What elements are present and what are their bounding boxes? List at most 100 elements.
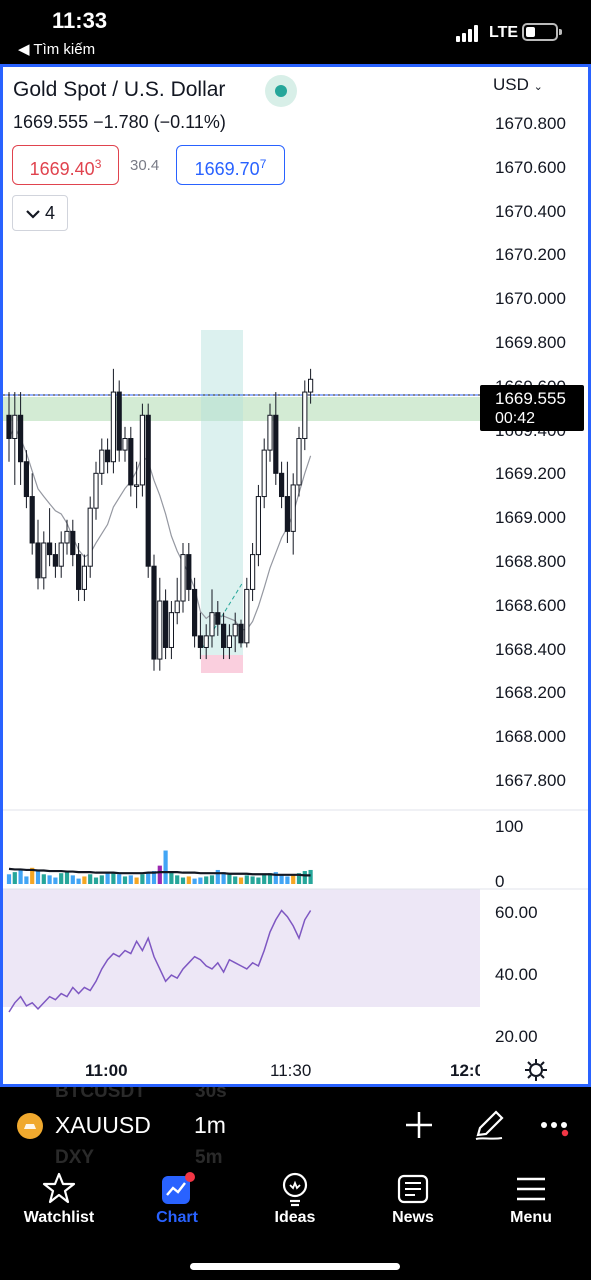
candle-up	[93, 472, 99, 509]
settings-gear-icon[interactable]	[523, 1057, 549, 1083]
time-axis-label: 11:00	[85, 1061, 128, 1080]
gold-bar-icon	[17, 1113, 43, 1139]
volume-bar	[192, 878, 197, 884]
plus-icon[interactable]	[401, 1107, 437, 1143]
volume-bar	[169, 872, 174, 884]
ma-line	[8, 425, 312, 631]
more-options-icon[interactable]	[538, 1107, 574, 1143]
volume-bar	[18, 869, 23, 884]
volume-bar	[146, 873, 151, 884]
candle-down	[186, 554, 192, 590]
candle-down	[18, 414, 24, 463]
candle-up	[244, 588, 250, 644]
currency-selector[interactable]: USD ⌄	[493, 75, 543, 95]
candle-up	[250, 554, 256, 590]
chart-area[interactable]: Gold Spot / U.S. Dollar 1669.555 −1.780 …	[0, 64, 591, 1087]
candle-up	[203, 635, 209, 648]
scrolled-interval: 5m	[195, 1147, 223, 1163]
volume-bar	[296, 873, 302, 884]
volume-bar	[122, 876, 128, 884]
price-axis-label: 1670.800	[495, 114, 566, 133]
candle-down	[29, 496, 35, 544]
scrolled-interval: 30s	[195, 1087, 227, 1102]
volume-bar	[93, 877, 99, 884]
symbol-title[interactable]: Gold Spot / U.S. Dollar	[13, 78, 226, 101]
tab-news[interactable]: News	[354, 1163, 472, 1233]
volume-bar	[180, 877, 186, 884]
volume-bar	[291, 874, 296, 884]
long-position-profit-zone	[201, 330, 243, 655]
volume-axis-label: 100	[495, 817, 524, 836]
rsi-band	[3, 889, 480, 1007]
candle-down	[35, 542, 41, 579]
rsi-axis-label: 40.00	[495, 965, 538, 984]
volume-bar	[105, 873, 110, 884]
volume-bar	[186, 876, 191, 884]
volume-bar	[215, 869, 220, 884]
candle-down	[105, 449, 111, 463]
battery-icon	[522, 23, 562, 41]
buy-button[interactable]: 1669.707	[176, 145, 285, 185]
volume-bar	[30, 867, 35, 884]
price-axis-label: 1668.600	[495, 595, 566, 615]
volume-bar	[250, 876, 255, 884]
price-axis-label: 1668.400	[495, 639, 566, 659]
tab-watchlist[interactable]: Watchlist	[0, 1163, 118, 1233]
tab-menu[interactable]: Menu	[472, 1163, 590, 1233]
candle-up	[64, 530, 70, 544]
rsi-axis-label: 20.00	[495, 1027, 538, 1046]
volume-bar	[308, 869, 313, 884]
pen-icon[interactable]	[471, 1107, 507, 1143]
bottom-tab-bar: Watchlist Chart Ideas News Menu	[0, 1163, 591, 1280]
lightbulb-icon	[282, 1172, 308, 1207]
symbol-bar: BTCUSDT 30s DXY 5m XAUUSD 1m	[0, 1087, 591, 1163]
volume-bar	[134, 877, 139, 884]
back-to-search-link[interactable]: ◀ Tìm kiếm	[18, 41, 96, 58]
rsi-line	[8, 909, 312, 1013]
candle-down	[192, 588, 198, 637]
time-axis-label: 11:30	[270, 1061, 312, 1080]
candle-up	[209, 612, 215, 637]
candle-down	[163, 600, 169, 648]
candle-up	[267, 414, 273, 451]
candle-up	[296, 438, 302, 486]
volume-bar	[279, 875, 284, 884]
candle-down	[197, 635, 204, 648]
chart-canvas[interactable]	[3, 67, 588, 1084]
price-axis-label: 1669.000	[495, 508, 566, 528]
interval-button[interactable]: 1m	[194, 1112, 226, 1138]
indicators-toggle[interactable]: 4	[12, 195, 68, 231]
candle-down	[221, 623, 227, 648]
network-type: LTE	[489, 24, 519, 41]
market-open-indicator	[265, 75, 297, 107]
volume-bar	[157, 865, 162, 884]
tab-ideas[interactable]: Ideas	[236, 1163, 354, 1233]
symbol-search-button[interactable]: XAUUSD	[55, 1112, 151, 1138]
volume-bar	[256, 877, 261, 884]
volume-bar	[70, 875, 75, 884]
volume-bar	[233, 876, 238, 884]
price-axis-label: 1668.200	[495, 683, 566, 703]
candle-up	[41, 542, 47, 579]
tab-label: Watchlist	[23, 1209, 95, 1226]
candle-down	[238, 623, 244, 644]
candle-up	[255, 496, 262, 556]
sell-button[interactable]: 1669.403	[12, 145, 119, 185]
candle-down	[47, 542, 53, 556]
price-axis-label: 1670.400	[495, 201, 566, 221]
candle-up	[302, 391, 308, 439]
long-position-stop-zone	[201, 655, 243, 673]
volume-bar	[111, 872, 116, 884]
volume-bar	[59, 873, 64, 884]
support-zone	[3, 397, 480, 421]
volume-bar	[198, 877, 203, 884]
candle-up	[58, 542, 64, 567]
volume-bar	[24, 876, 29, 884]
candle-up	[174, 600, 180, 614]
volume-bar	[53, 877, 58, 884]
candle-up	[226, 635, 233, 648]
volume-bar	[221, 872, 226, 884]
volume-bar	[273, 872, 278, 884]
price-axis-label: 1667.800	[495, 771, 566, 790]
tab-chart[interactable]: Chart	[118, 1163, 236, 1233]
